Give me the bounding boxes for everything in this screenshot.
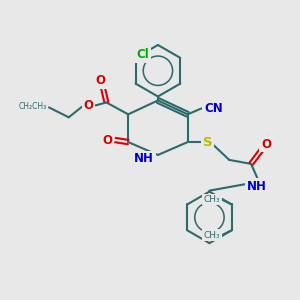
Text: Cl: Cl [136, 48, 149, 62]
Text: O: O [84, 99, 94, 112]
Text: O: O [261, 138, 271, 151]
Text: NH: NH [134, 152, 154, 165]
Text: CN: CN [204, 102, 223, 115]
Text: O: O [95, 74, 106, 87]
Text: NH: NH [247, 180, 267, 193]
Text: CH₃: CH₃ [204, 195, 220, 204]
Text: CH₃: CH₃ [204, 231, 220, 240]
Text: CH₂CH₃: CH₂CH₃ [19, 102, 47, 111]
Text: O: O [102, 134, 112, 147]
Text: S: S [203, 136, 212, 148]
